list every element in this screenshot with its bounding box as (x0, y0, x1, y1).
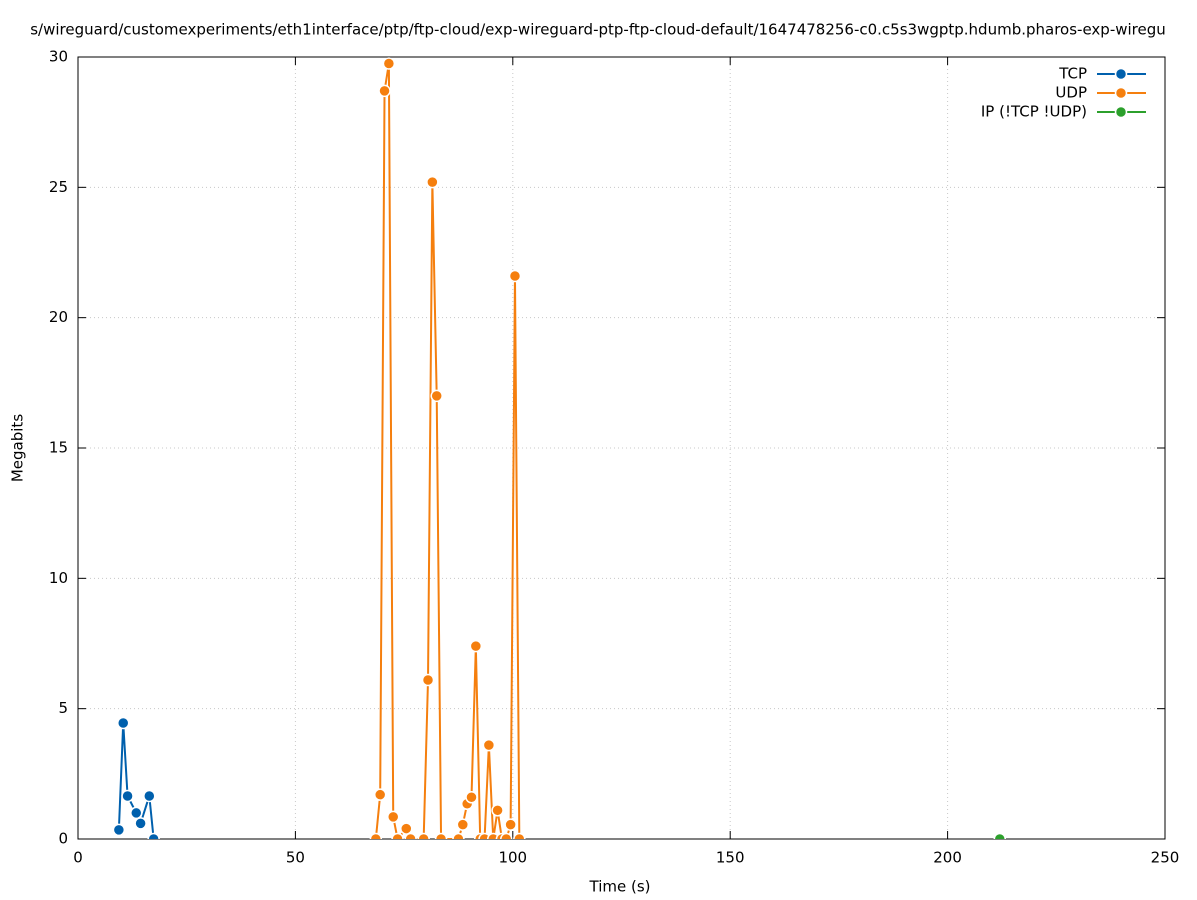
y-tick-label: 25 (49, 178, 68, 196)
x-tick-label: 50 (286, 849, 305, 867)
data-point (112, 823, 126, 837)
data-point (465, 791, 478, 804)
data-point (116, 716, 130, 730)
data-point (143, 789, 156, 803)
x-axis-label: Time (s) (589, 878, 651, 896)
y-tick-label: 10 (49, 569, 68, 587)
data-point (504, 818, 517, 831)
chart-title: s/wireguard/customexperiments/eth1interf… (30, 21, 1166, 39)
y-tick-label: 30 (49, 48, 68, 66)
data-point (500, 832, 513, 839)
data-point (434, 832, 448, 839)
x-tick-label: 250 (1151, 849, 1180, 867)
y-tick-label: 15 (49, 439, 68, 457)
x-tick-label: 200 (933, 849, 962, 867)
data-point (404, 832, 417, 839)
y-tick-label: 20 (49, 308, 68, 326)
plot-area (112, 57, 1007, 839)
plot-frame (77, 56, 1166, 840)
data-point (482, 738, 496, 752)
data-point (491, 804, 504, 817)
data-point (421, 673, 435, 687)
data-point (373, 788, 387, 801)
data-point (378, 84, 391, 98)
legend-swatch (1114, 105, 1128, 119)
data-point (147, 832, 160, 839)
legend-label: TCP (1058, 65, 1087, 83)
legend-label: UDP (1055, 84, 1087, 102)
y-tick-label: 5 (58, 699, 68, 717)
legend-swatch (1114, 86, 1128, 100)
x-tick-label: 0 (73, 849, 83, 867)
data-point (452, 832, 465, 839)
data-point (508, 269, 522, 283)
data-point (134, 817, 147, 830)
y-tick-label: 0 (58, 830, 68, 848)
data-point (426, 175, 439, 189)
data-point (382, 57, 396, 70)
data-point (513, 832, 526, 839)
data-point (993, 832, 1007, 839)
data-point (430, 389, 443, 403)
legend-swatch (1114, 67, 1128, 81)
data-point (417, 832, 430, 839)
data-point (391, 832, 404, 839)
legend-label: IP (!TCP !UDP) (981, 103, 1087, 121)
data-point (369, 832, 383, 839)
x-tick-label: 100 (498, 849, 527, 867)
data-point (469, 639, 483, 653)
data-point (400, 822, 413, 835)
data-point (121, 789, 134, 803)
data-point (130, 806, 143, 820)
y-axis-label: Megabits (9, 414, 27, 482)
data-point (456, 818, 470, 831)
x-tick-label: 150 (716, 849, 745, 867)
data-point (386, 810, 400, 824)
series-line (374, 63, 521, 839)
